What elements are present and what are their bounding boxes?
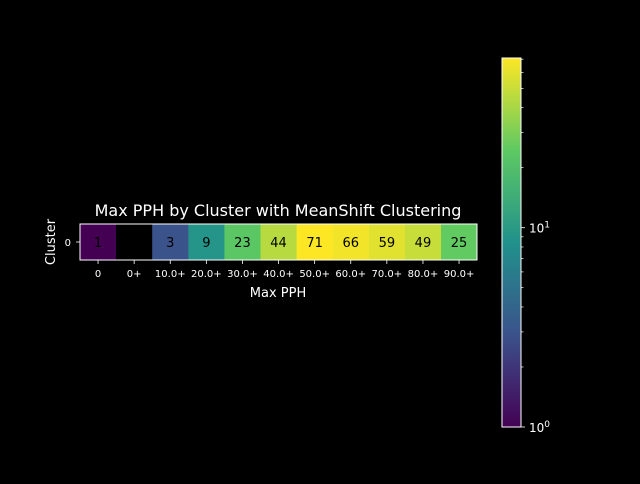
x-tick-label: 40.0+ — [263, 269, 294, 280]
y-axis-ticks: 0 — [65, 238, 80, 249]
y-axis-label: Cluster — [44, 218, 59, 265]
colorbar: 100 101 — [501, 57, 550, 435]
heatmap-cell — [296, 224, 334, 260]
heatmap-cell — [404, 224, 442, 260]
x-tick-label: 0+ — [127, 269, 142, 280]
cell-value-label: 1 — [94, 236, 102, 251]
heatmap-cell — [332, 224, 370, 260]
x-tick-label: 90.0+ — [444, 269, 475, 280]
cell-value-label: 59 — [379, 236, 396, 251]
x-axis-ticks: 0 0+ 10.0+ 20.0+ 30.0+ 40.0+ 50.0+ 60.0+ 70.0+ 80… — [95, 260, 475, 280]
heatmap-cell — [80, 224, 117, 260]
cell-value-label: 66 — [342, 236, 359, 251]
y-tick-label: 0 — [65, 238, 71, 249]
colorbar-tick-label: 100 — [529, 420, 550, 435]
cell-value-label: 25 — [451, 236, 468, 251]
colorbar-tick-label: 101 — [529, 221, 550, 236]
cell-value-label: 71 — [306, 236, 323, 251]
heatmap-cell-labels: 1 3 9 23 44 71 66 59 49 25 — [94, 236, 467, 251]
x-tick-label: 70.0+ — [372, 269, 403, 280]
cell-value-label: 23 — [234, 236, 251, 251]
heatmap-cell — [152, 224, 189, 260]
x-tick-label: 10.0+ — [155, 269, 186, 280]
x-tick-label: 50.0+ — [299, 269, 330, 280]
x-axis-label: Max PPH — [250, 286, 306, 301]
heatmap-cell — [260, 224, 297, 260]
x-tick-label: 60.0+ — [335, 269, 366, 280]
x-tick-label: 30.0+ — [227, 269, 258, 280]
heatmap-frame — [79, 223, 478, 261]
heatmap-cells — [80, 224, 478, 260]
heatmap-cell — [368, 224, 406, 260]
heatmap-cell — [188, 224, 225, 260]
cell-value-label: 49 — [415, 236, 432, 251]
chart-title: Max PPH by Cluster with MeanShift Cluste… — [95, 201, 462, 220]
x-tick-label: 0 — [95, 269, 101, 280]
cell-value-label: 9 — [202, 236, 210, 251]
x-tick-label: 80.0+ — [408, 269, 439, 280]
heatmap-cell — [224, 224, 261, 260]
colorbar-gradient — [501, 57, 522, 428]
heatmap-cell — [116, 224, 153, 260]
cell-value-label: 3 — [166, 236, 174, 251]
heatmap-cell — [441, 224, 478, 260]
colorbar-ticks: 100 101 — [521, 58, 550, 435]
x-tick-label: 20.0+ — [191, 269, 222, 280]
cell-value-label: 44 — [270, 236, 287, 251]
